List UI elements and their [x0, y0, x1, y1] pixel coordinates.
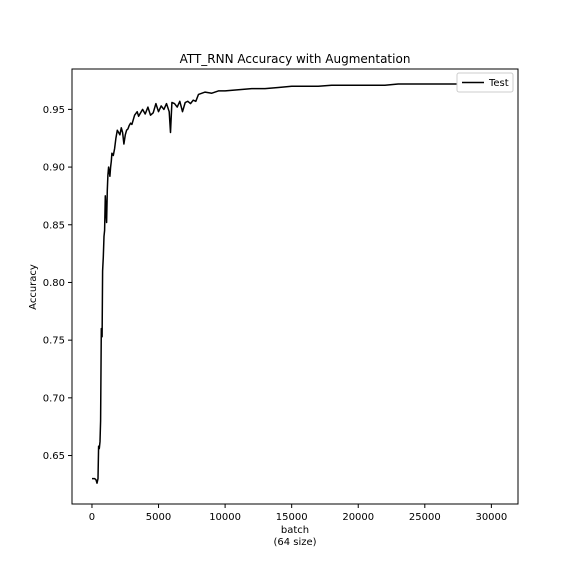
plot-area	[71, 68, 519, 505]
x-axis-label-line2: (64 size)	[273, 537, 316, 548]
chart-title: ATT_RNN Accuracy with Augmentation	[180, 52, 411, 66]
y-axis-label: Accuracy	[28, 264, 39, 310]
y-tick-label: 0.65	[43, 451, 65, 462]
x-tick-label: 20000	[342, 512, 374, 523]
x-tick-label: 25000	[409, 512, 441, 523]
legend: Test	[456, 72, 514, 93]
y-tick-label: 0.70	[43, 393, 65, 404]
plot-frame	[71, 68, 519, 505]
x-tick-label: 30000	[475, 512, 507, 523]
y-tick-label: 0.75	[43, 336, 65, 347]
legend-label-test: Test	[488, 78, 509, 89]
y-tick-label: 0.80	[43, 278, 65, 289]
x-axis: 0 5000 10000 15000 20000 25000 30000	[89, 504, 507, 523]
x-tick-label: 5000	[146, 512, 171, 523]
series-line-test	[92, 83, 492, 484]
legend-box	[456, 72, 514, 93]
x-tick-label: 10000	[209, 512, 241, 523]
x-tick-label: 0	[89, 512, 95, 523]
x-axis-label-line1: batch	[281, 525, 309, 536]
y-tick-label: 0.85	[43, 220, 65, 231]
y-tick-label: 0.90	[43, 163, 65, 174]
x-tick-label: 15000	[276, 512, 308, 523]
y-tick-label: 0.95	[43, 105, 65, 116]
y-axis: 0.65 0.70 0.75 0.80 0.85 0.90 0.95	[43, 105, 72, 462]
